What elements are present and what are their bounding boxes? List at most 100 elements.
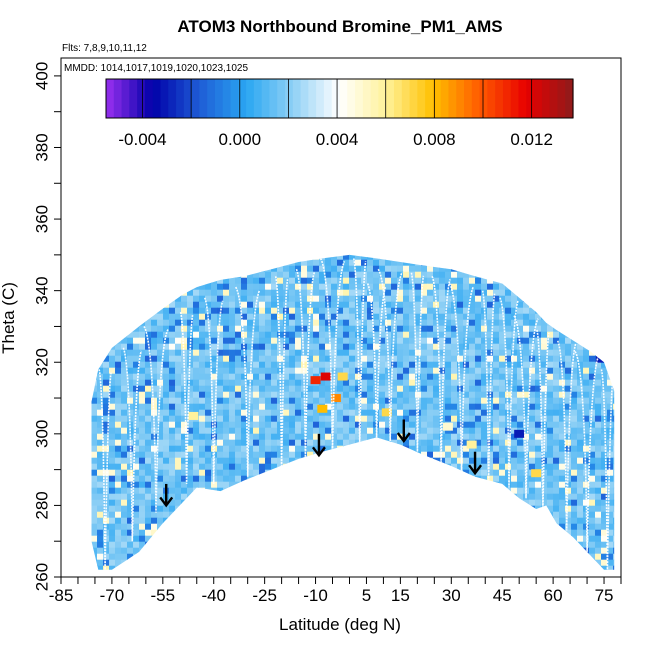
heat-cell [271,529,278,537]
heat-cell [235,541,242,549]
heat-cell [151,517,158,525]
heat-cell [361,439,368,447]
heat-cell [547,367,554,375]
heat-cell [67,530,74,537]
heat-cell [163,469,170,477]
heat-cell [61,476,68,483]
heat-cell [619,524,626,531]
heat-cell [349,427,356,435]
heat-cell [445,349,452,357]
heat-cell [571,523,578,531]
heat-cell [595,463,602,471]
heat-cell [559,307,566,315]
heat-cell [355,529,362,537]
heat-cell [271,547,278,555]
heat-cell [439,355,446,363]
heat-cell [451,361,458,369]
heat-cell [211,319,218,327]
heat-cell [73,284,80,291]
flights-note: Flts: 7,8,9,10,11,12 [62,43,147,54]
heat-cell [307,283,314,291]
heat-cell [559,349,566,357]
heat-cell [151,541,158,549]
heat-cell [307,343,314,351]
heat-cell [523,319,530,327]
heat-cell [427,469,434,477]
heat-cell [199,271,206,279]
heat-cell [73,482,80,489]
heat-cell [487,409,494,417]
heat-cell [103,565,110,570]
heat-cell [241,493,248,501]
heat-cell [235,415,242,423]
heat-cell [169,511,176,519]
heat-cell [211,529,218,537]
heat-cell [367,487,374,495]
heat-cell [259,541,266,549]
heat-cell [91,325,98,333]
heat-cell [85,512,92,519]
heat-cell [67,272,74,279]
heat-cell [391,301,398,309]
heat-cell [181,529,188,537]
heat-cell [85,500,92,507]
heat-cell [277,289,284,297]
heat-cell [85,506,92,513]
heat-cell [619,452,626,459]
heat-cell [349,313,356,321]
heat-cell [511,248,518,255]
heat-cell [223,547,230,555]
heat-cell [415,248,422,255]
heat-cell [385,307,392,315]
heat-cell [211,481,218,489]
heat-cell [235,535,242,543]
heat-cell [121,313,128,321]
heat-cell [145,277,152,285]
heat-cell [133,319,140,327]
heat-cell [385,559,392,567]
heat-cell [445,475,452,483]
heat-cell [61,518,68,525]
heat-cell [265,325,272,333]
heat-cell [307,541,314,549]
heat-cell [583,523,590,531]
heat-cell [67,434,74,441]
heat-cell [319,553,326,561]
heat-cell [475,421,482,429]
heat-cell [439,481,446,489]
heat-cell [343,265,350,273]
heat-cell [145,475,152,483]
heat-cell [61,428,68,435]
heat-cell [607,391,614,399]
heat-cell [223,559,230,567]
heat-cell [145,349,152,357]
heat-cell [307,307,314,315]
heat-cell [79,296,86,303]
heat-cell [529,367,536,375]
heat-cell [529,307,536,315]
heat-cell [157,361,164,369]
heat-cell [343,331,350,339]
heat-cell [487,265,494,273]
heat-cell [325,331,332,339]
heat-cell [565,379,572,387]
heat-cell [295,421,302,429]
heat-cell [469,385,476,393]
heat-cell [559,481,566,489]
heat-cell [295,409,302,417]
heat-cell [229,373,236,381]
heat-cell [331,331,338,339]
heat-cell [469,535,476,543]
heat-cell [523,535,530,543]
heat-cell [391,307,398,315]
heat-cell [547,349,554,357]
heat-cell [589,307,596,315]
heat-cell [583,343,590,351]
heat-cell [253,421,260,429]
heat-cell [181,469,188,477]
heat-cell [457,254,464,261]
heat-cell [343,307,350,315]
heat-cell [211,535,218,543]
heat-cell [571,301,578,309]
heat-cell [427,343,434,351]
